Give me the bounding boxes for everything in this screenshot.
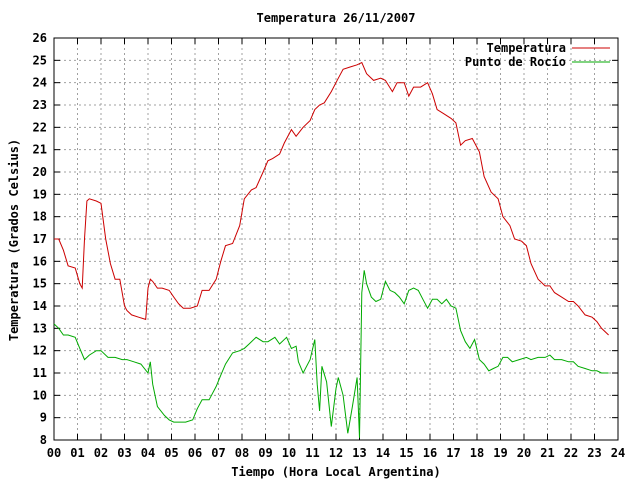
x-tick-label: 19: [493, 446, 507, 460]
x-tick-label: 03: [117, 446, 131, 460]
x-tick-label: 05: [164, 446, 178, 460]
y-tick-label: 19: [33, 187, 47, 201]
y-tick-label: 25: [33, 53, 47, 67]
x-tick-label: 09: [258, 446, 272, 460]
y-tick-label: 12: [33, 344, 47, 358]
x-tick-label: 23: [587, 446, 601, 460]
x-tick-label: 20: [517, 446, 531, 460]
series-lines: [53, 61, 609, 438]
y-tick-label: 26: [33, 31, 47, 45]
y-tick-label: 14: [33, 299, 47, 313]
y-tick-label: 24: [33, 76, 47, 90]
y-tick-label: 9: [40, 411, 47, 425]
x-tick-label: 13: [352, 446, 366, 460]
x-tick-label: 17: [446, 446, 460, 460]
x-tick-label: 02: [94, 446, 108, 460]
y-tick-labels: 8 9 10 11 12 13 14 15 16 17 18 19 20 21 22 23 24 25 26: [33, 31, 47, 447]
x-tick-label: 06: [188, 446, 202, 460]
x-tick-label: 10: [282, 446, 296, 460]
x-tick-label: 15: [399, 446, 413, 460]
x-tick-label: 07: [211, 446, 225, 460]
x-tick-label: 22: [564, 446, 578, 460]
chart-title: Temperatura 26/11/2007: [257, 11, 416, 25]
y-tick-label: 16: [33, 254, 47, 268]
series-line-punto-de-rocio: [53, 270, 609, 438]
y-tick-label: 23: [33, 98, 47, 112]
y-tick-label: 13: [33, 321, 47, 335]
x-tick-label: 24: [611, 446, 625, 460]
y-tick-label: 21: [33, 143, 47, 157]
x-tick-label: 21: [540, 446, 554, 460]
x-tick-label: 08: [235, 446, 249, 460]
y-tick-label: 20: [33, 165, 47, 179]
x-tick-label: 01: [70, 446, 84, 460]
y-tick-label: 15: [33, 277, 47, 291]
y-tick-label: 11: [33, 366, 47, 380]
legend: Temperatura Punto de Rocío: [465, 41, 610, 69]
x-tick-labels: 00 01 02 03 04 05 06 07 08 09 10 11 12 13 14 15 16 17 18 19…: [47, 446, 625, 460]
y-tick-label: 18: [33, 210, 47, 224]
x-tick-label: 00: [47, 446, 61, 460]
x-tick-label: 14: [376, 446, 390, 460]
x-tick-label: 04: [141, 446, 155, 460]
x-tick-label: 12: [329, 446, 343, 460]
legend-label-punto-de-rocio: Punto de Rocío: [465, 55, 566, 69]
y-axis-label: Temperatura (Grados Celsius): [7, 139, 21, 341]
legend-label-temperatura: Temperatura: [487, 41, 566, 55]
y-tick-label: 17: [33, 232, 47, 246]
x-tick-label: 16: [423, 446, 437, 460]
y-tick-label: 8: [40, 433, 47, 447]
series-line-temperatura: [54, 61, 609, 336]
grid: [54, 38, 618, 440]
x-tick-label: 11: [305, 446, 319, 460]
y-tick-label: 22: [33, 120, 47, 134]
y-tick-label: 10: [33, 388, 47, 402]
x-axis-label: Tiempo (Hora Local Argentina): [231, 465, 441, 479]
x-tick-label: 18: [470, 446, 484, 460]
